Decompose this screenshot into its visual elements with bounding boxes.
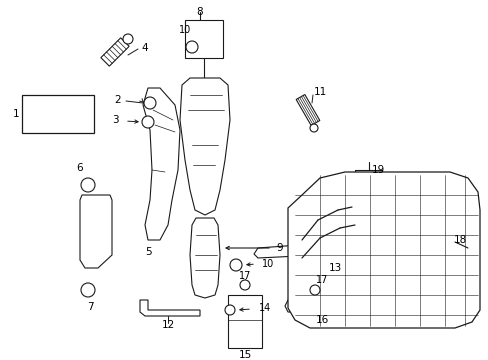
Polygon shape	[296, 95, 319, 126]
Text: 13: 13	[328, 263, 341, 273]
Text: 12: 12	[161, 320, 174, 330]
Polygon shape	[190, 218, 220, 298]
Polygon shape	[80, 195, 112, 268]
Circle shape	[309, 285, 319, 295]
Text: 9: 9	[276, 243, 283, 253]
Text: 14: 14	[258, 303, 270, 313]
Text: 18: 18	[452, 235, 466, 245]
Text: 11: 11	[313, 87, 326, 97]
Text: 10: 10	[179, 25, 191, 35]
Bar	[22, 95, 94, 133]
Text: 4: 4	[142, 43, 148, 53]
Polygon shape	[351, 178, 385, 225]
Text: 7: 7	[86, 302, 93, 312]
Circle shape	[224, 305, 235, 315]
Polygon shape	[285, 300, 357, 312]
Circle shape	[240, 280, 249, 290]
Circle shape	[143, 97, 156, 109]
Circle shape	[81, 283, 95, 297]
Text: 16: 16	[315, 315, 328, 325]
Text: 3: 3	[111, 115, 118, 125]
Circle shape	[81, 178, 95, 192]
Polygon shape	[287, 172, 479, 328]
Circle shape	[123, 34, 133, 44]
Polygon shape	[180, 78, 229, 215]
Circle shape	[229, 259, 242, 271]
Circle shape	[142, 116, 154, 128]
Text: 2: 2	[115, 95, 121, 105]
Text: 1: 1	[13, 109, 19, 119]
Text: 6: 6	[77, 163, 83, 173]
Polygon shape	[253, 242, 345, 258]
Polygon shape	[227, 295, 262, 348]
Circle shape	[185, 41, 198, 53]
Text: 17: 17	[315, 275, 327, 285]
Text: 10: 10	[262, 259, 274, 269]
Bar	[184, 20, 223, 58]
Text: 17: 17	[238, 271, 251, 281]
Circle shape	[309, 124, 317, 132]
Text: 8: 8	[196, 7, 203, 17]
Text: 15: 15	[238, 350, 251, 360]
Polygon shape	[101, 38, 129, 66]
Text: 5: 5	[144, 247, 151, 257]
Text: 19: 19	[370, 165, 384, 175]
Polygon shape	[140, 300, 200, 316]
Polygon shape	[142, 88, 180, 240]
